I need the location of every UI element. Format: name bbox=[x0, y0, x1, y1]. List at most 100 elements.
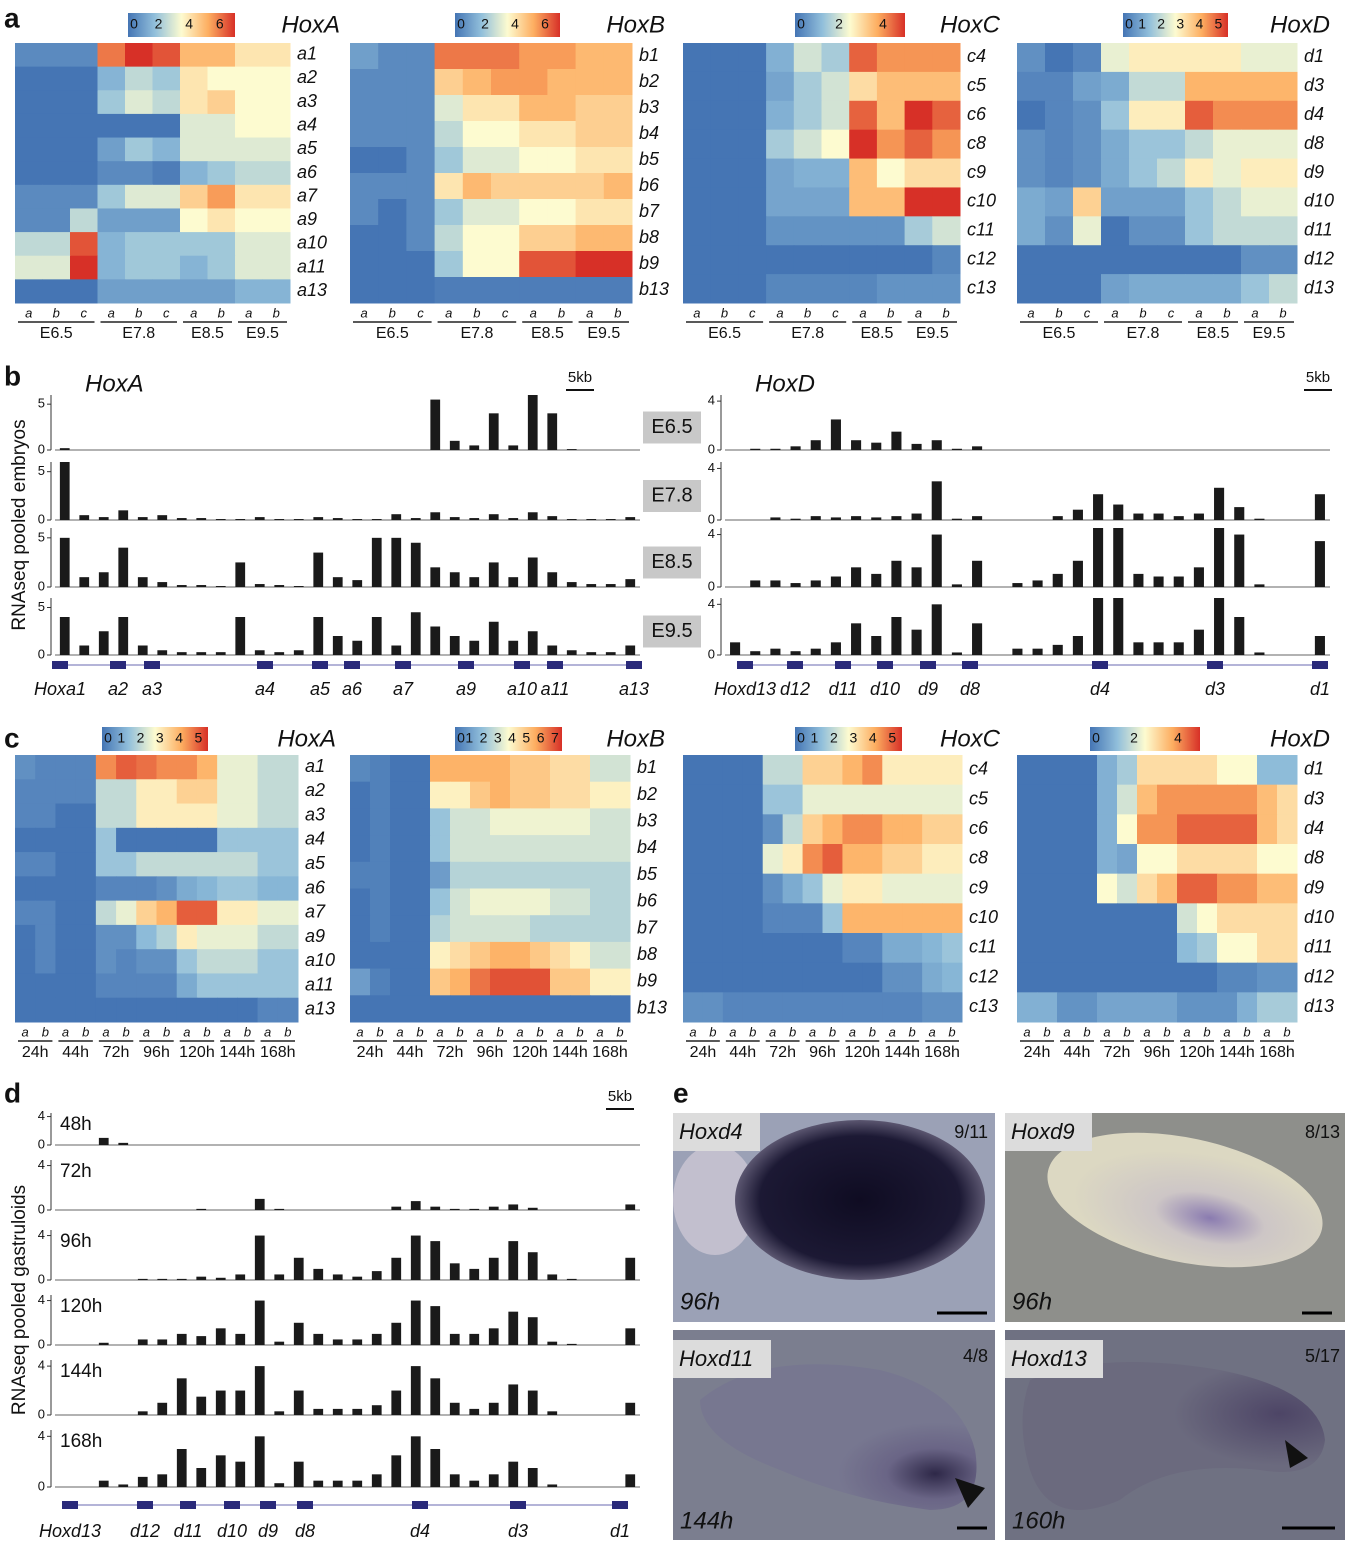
coverage-bar bbox=[527, 1317, 538, 1345]
heatmap-cell bbox=[42, 232, 71, 257]
heatmap-cell bbox=[55, 827, 77, 853]
heatmap-cell bbox=[710, 187, 739, 217]
heatmap-cell bbox=[821, 71, 850, 102]
heatmap-cell bbox=[590, 995, 611, 1023]
heatmap-cell bbox=[802, 903, 823, 934]
heatmap-cell bbox=[196, 779, 218, 805]
heatmap-cell bbox=[136, 827, 157, 853]
heatmap-cell bbox=[15, 137, 43, 162]
heatmap-cell bbox=[180, 255, 208, 280]
heatmap-cell bbox=[378, 95, 407, 122]
coverage-bar bbox=[313, 552, 324, 587]
heatmap-cell bbox=[462, 199, 492, 226]
coverage-bar bbox=[118, 1484, 129, 1487]
gene-model bbox=[395, 661, 411, 669]
coverage-bar bbox=[430, 1306, 441, 1345]
heatmap-cell bbox=[738, 129, 767, 160]
heatmap-cell bbox=[1185, 245, 1214, 275]
heatmap-cell bbox=[1241, 43, 1270, 73]
heatmap-cell bbox=[902, 962, 923, 993]
coverage-bar bbox=[410, 1366, 421, 1415]
heatmap-cell bbox=[683, 274, 712, 304]
coverage-bar bbox=[586, 519, 597, 520]
coverage-bar bbox=[625, 1257, 636, 1280]
coverage-bar bbox=[332, 1274, 343, 1280]
heatmap-cell bbox=[262, 255, 291, 280]
heatmap-cell bbox=[722, 992, 744, 1023]
colorbar-tick-label: 6 bbox=[537, 730, 545, 746]
heatmap-cell bbox=[491, 43, 520, 70]
coverage-bar bbox=[790, 518, 801, 520]
coverage-bar bbox=[508, 577, 519, 587]
coverage-bar bbox=[951, 448, 962, 450]
coverage-bar bbox=[254, 1198, 265, 1210]
heatmap-cell bbox=[862, 844, 883, 875]
heatmap-cell bbox=[378, 225, 407, 252]
heatmap-cell bbox=[683, 844, 704, 875]
coverage-bar bbox=[951, 584, 962, 587]
column-label: a bbox=[102, 1024, 109, 1039]
heatmap-cell bbox=[710, 129, 739, 160]
heatmap-cell bbox=[410, 968, 431, 996]
heatmap-cell bbox=[876, 43, 906, 73]
heatmap-cell bbox=[277, 924, 299, 950]
heatmap-cell bbox=[350, 995, 371, 1023]
coverage-bar bbox=[605, 584, 616, 587]
heatmap-cell bbox=[257, 755, 279, 780]
panel-label: c bbox=[4, 722, 20, 753]
heatmap-cell bbox=[547, 225, 577, 252]
heatmap-cell bbox=[350, 199, 379, 226]
heatmap-cell bbox=[550, 755, 571, 783]
coverage-bar bbox=[527, 1252, 538, 1280]
heatmap-cell bbox=[1137, 962, 1158, 993]
heatmap-cell bbox=[1241, 158, 1270, 188]
track-label: 72h bbox=[60, 1161, 92, 1182]
gene-model bbox=[312, 661, 328, 669]
group-label: 24h bbox=[22, 1044, 49, 1061]
heatmap-cell bbox=[462, 43, 492, 70]
coverage-bar bbox=[605, 519, 616, 520]
y-tick-label: 0 bbox=[708, 511, 715, 526]
heatmap-cell bbox=[590, 941, 611, 970]
heatmap-cell bbox=[793, 245, 822, 275]
gene-label: d12 bbox=[130, 1521, 160, 1541]
gene-label: d9 bbox=[258, 1521, 278, 1541]
heatmap-cell bbox=[136, 924, 157, 950]
heatmap-cell bbox=[235, 184, 263, 209]
heatmap-cell bbox=[1157, 274, 1186, 304]
coverage-bar bbox=[449, 636, 460, 655]
row-label: d12 bbox=[1304, 248, 1334, 268]
coverage-bar bbox=[488, 562, 499, 587]
heatmap-cell bbox=[1185, 158, 1214, 188]
heatmap-cell bbox=[430, 888, 451, 916]
embryo bbox=[1022, 1362, 1325, 1510]
group-label: E6.5 bbox=[376, 325, 409, 342]
heatmap-cell bbox=[1157, 962, 1178, 993]
heatmap-cell bbox=[1057, 784, 1078, 815]
coverage-bar bbox=[1193, 629, 1204, 655]
coverage-bar bbox=[176, 1449, 187, 1487]
heatmap-cell bbox=[683, 129, 712, 160]
coverage-bar bbox=[293, 650, 304, 655]
heatmap-cell bbox=[1017, 71, 1046, 102]
heatmap-cell bbox=[156, 755, 178, 780]
gene-label: d11 bbox=[829, 679, 858, 699]
heatmap-cell bbox=[434, 95, 464, 122]
heatmap-cell bbox=[742, 755, 764, 786]
column-label: b bbox=[1203, 1024, 1210, 1039]
heatmap-cell bbox=[942, 873, 963, 904]
heatmap-cell bbox=[519, 121, 548, 148]
column-label: a bbox=[21, 1024, 28, 1039]
track-label: 168h bbox=[60, 1431, 102, 1452]
colorbar-tick-label: 3 bbox=[1176, 16, 1184, 32]
coverage-bar bbox=[98, 572, 109, 587]
column-label: c bbox=[1168, 305, 1175, 320]
heatmap-cell bbox=[722, 962, 744, 993]
coverage-bar bbox=[274, 519, 285, 520]
colorbar-tick-label: 0 bbox=[130, 16, 138, 32]
coverage-bar bbox=[98, 1342, 109, 1345]
group-label: 120h bbox=[179, 1044, 215, 1061]
coverage-bar bbox=[137, 645, 148, 655]
column-label: a bbox=[108, 305, 115, 320]
